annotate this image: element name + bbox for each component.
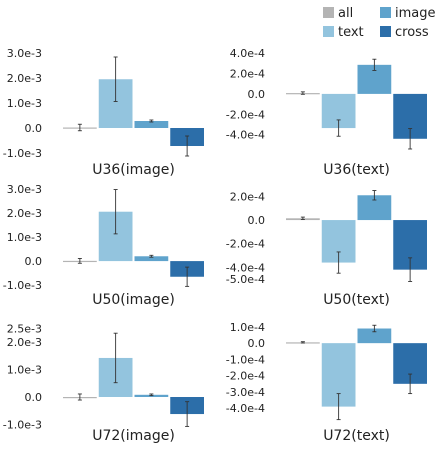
legend-swatch-all — [323, 7, 334, 18]
legend-label-cross: cross — [395, 25, 429, 40]
error-bar-text — [336, 119, 341, 137]
y-tick-labels: 1.0e-4 0.0 -1.0e-4 -2.0e-4 -3.0e-4 -4.0e-4 — [226, 321, 265, 415]
y-tick-label: -2.0e-4 — [226, 108, 265, 121]
y-tick-label: -2.0e-4 — [226, 370, 265, 383]
error-bar-all — [300, 91, 305, 95]
error-bar-image — [372, 58, 377, 71]
y-tick-label: 2.0e-4 — [230, 190, 265, 203]
y-tick-label: 0.0 — [25, 391, 43, 404]
y-tick-label: -1.0e-3 — [3, 419, 42, 432]
y-tick-label: 2.0e-3 — [7, 207, 42, 220]
y-tick-labels: 2.0e-4 0.0 -2.0e-4 -4.0e-4-5.0e-4 — [226, 190, 265, 286]
error-bar-all — [300, 216, 305, 220]
error-bar-cross — [408, 128, 413, 150]
chart-panel-5: 2.5e-32.0e-3 1.0e-3 0.0 -1.0e-3 U72(image) — [3, 322, 204, 444]
error-bar-image — [149, 119, 154, 123]
y-tick-label: 3.0e-3 — [7, 183, 42, 196]
x-axis-label: U72(image) — [92, 428, 175, 444]
y-tick-label: 0.0 — [25, 255, 43, 268]
legend-label-text: text — [338, 25, 364, 40]
y-tick-label: 1.0e-4 — [230, 321, 265, 334]
y-tick-label: -4.0e-4 — [226, 261, 265, 274]
bar-image — [134, 256, 169, 262]
error-bar-cross — [185, 401, 190, 427]
error-bar-cross — [185, 135, 190, 157]
legend-swatch-cross — [380, 26, 391, 37]
error-bar-image — [149, 393, 154, 397]
y-tick-label: 0.0 — [248, 214, 266, 227]
y-tick-label: 2.5e-3 — [7, 322, 42, 335]
error-bar-all — [77, 393, 82, 401]
chart-panel-4: 2.0e-4 0.0 -2.0e-4 -4.0e-4-5.0e-4 U50(text) — [226, 190, 427, 308]
error-bar-all — [77, 123, 82, 132]
y-tick-labels: 3.0e-3 2.0e-3 1.0e-3 0.0 -1.0e-3 — [3, 183, 42, 292]
error-bar-all — [77, 257, 82, 264]
y-tick-label: -2.0e-4 — [226, 238, 265, 251]
bar-image — [134, 121, 169, 128]
y-tick-label: 1.0e-3 — [7, 364, 42, 377]
x-axis-label: U36(image) — [92, 162, 175, 178]
chart-panel-2: 4.0e-4 2.0e-4 0.0 -2.0e-4 -4.0e-4 U36(text) — [226, 47, 427, 178]
y-tick-label: 4.0e-4 — [230, 47, 265, 60]
y-tick-label: -4.0e-4 — [226, 129, 265, 142]
legend: all image text cross — [323, 6, 435, 40]
y-tick-label: -1.0e-3 — [3, 279, 42, 292]
y-tick-label: 0.0 — [248, 337, 266, 350]
y-tick-label: -1.0e-3 — [3, 147, 42, 160]
error-bar-image — [372, 190, 377, 201]
y-tick-labels: 2.5e-32.0e-3 1.0e-3 0.0 -1.0e-3 — [3, 322, 42, 431]
error-bar-text — [336, 393, 341, 421]
chart-panel-1: 3.0e-3 2.0e-3 1.0e-3 0.0 -1.0e-3 U36(image) — [3, 47, 204, 178]
x-axis-label: U36(text) — [323, 162, 390, 178]
error-bar-text — [113, 189, 118, 235]
x-axis-label: U72(text) — [323, 428, 390, 444]
x-axis-label: U50(image) — [92, 292, 175, 308]
x-axis-label: U50(text) — [323, 292, 390, 308]
error-bar-all — [300, 341, 305, 344]
bar-image — [357, 328, 392, 344]
legend-swatch-text — [323, 26, 334, 37]
error-bar-cross — [185, 266, 190, 287]
error-bar-image — [149, 254, 154, 258]
y-tick-label: 0.0 — [248, 88, 266, 101]
y-tick-label: -4.0e-4 — [226, 402, 265, 415]
y-tick-label: 0.0 — [25, 122, 43, 135]
y-tick-labels: 3.0e-3 2.0e-3 1.0e-3 0.0 -1.0e-3 — [3, 47, 42, 160]
y-tick-label: 1.0e-3 — [7, 97, 42, 110]
chart-panel-3: 3.0e-3 2.0e-3 1.0e-3 0.0 -1.0e-3 U50(image) — [3, 183, 204, 308]
y-tick-label: -3.0e-4 — [226, 386, 265, 399]
legend-label-all: all — [338, 6, 353, 21]
error-bar-cross — [408, 257, 413, 282]
chart-panel-6: 1.0e-4 0.0 -1.0e-4 -2.0e-4 -3.0e-4 -4.0e-4 U72… — [226, 321, 427, 444]
error-bar-image — [372, 324, 377, 333]
error-bar-text — [336, 251, 341, 274]
legend-swatch-image — [380, 7, 391, 18]
y-tick-label: 2.0e-3 — [7, 72, 42, 85]
y-tick-label: 2.0e-3 — [7, 336, 42, 349]
y-tick-labels: 4.0e-4 2.0e-4 0.0 -2.0e-4 -4.0e-4 — [226, 47, 265, 142]
y-tick-label: 3.0e-3 — [7, 47, 42, 60]
y-tick-label: -5.0e-4 — [226, 273, 265, 286]
error-bar-text — [113, 56, 118, 102]
y-tick-label: 2.0e-4 — [230, 68, 265, 81]
y-tick-label: -1.0e-4 — [226, 353, 265, 366]
legend-label-image: image — [395, 6, 435, 21]
y-tick-label: 1.0e-3 — [7, 231, 42, 244]
error-bar-text — [113, 332, 118, 384]
error-bar-cross — [408, 373, 413, 395]
